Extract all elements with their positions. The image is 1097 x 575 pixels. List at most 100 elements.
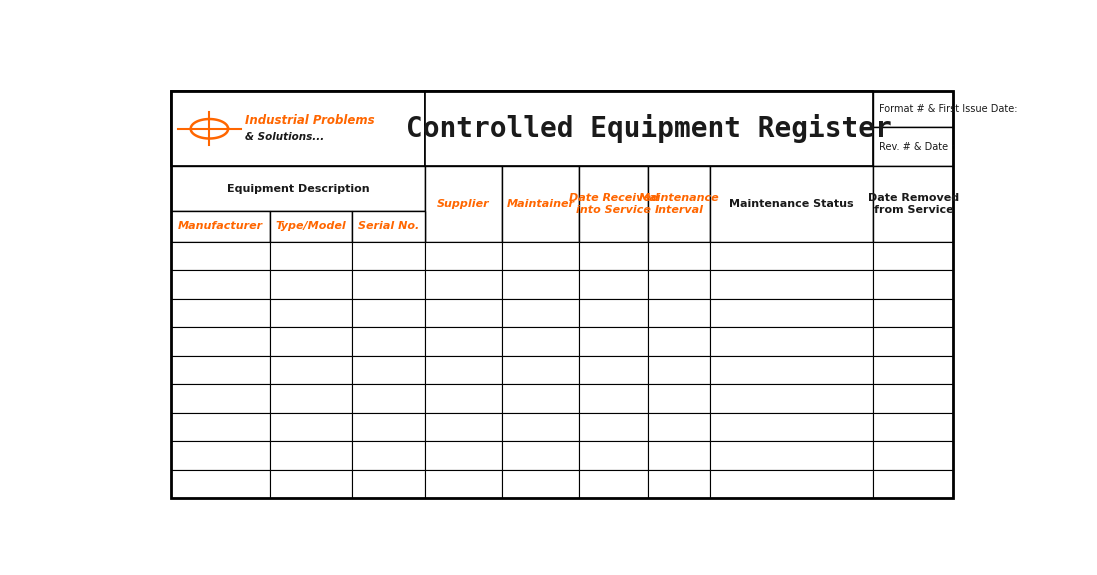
Bar — [425, 270, 502, 299]
Bar — [873, 299, 953, 327]
Bar — [171, 299, 270, 327]
Bar — [425, 470, 502, 499]
Bar — [710, 242, 873, 270]
Bar — [873, 242, 953, 270]
Bar — [710, 470, 873, 499]
Bar — [710, 299, 873, 327]
Text: Equipment Description: Equipment Description — [227, 183, 370, 194]
Bar — [171, 413, 270, 442]
Bar — [579, 470, 648, 499]
Bar — [502, 470, 579, 499]
Bar — [502, 413, 579, 442]
Bar — [648, 242, 710, 270]
Bar — [270, 242, 352, 270]
Bar — [648, 413, 710, 442]
Bar — [270, 470, 352, 499]
Text: Maintenance
Interval: Maintenance Interval — [638, 193, 720, 215]
Bar — [579, 299, 648, 327]
Bar — [579, 166, 648, 242]
Bar — [425, 327, 502, 356]
Text: & Solutions...: & Solutions... — [245, 132, 325, 142]
Bar — [648, 384, 710, 413]
Bar — [352, 242, 425, 270]
Bar — [710, 166, 873, 242]
Text: Format # & First Issue Date:: Format # & First Issue Date: — [880, 104, 1018, 114]
Bar — [270, 442, 352, 470]
Bar — [270, 299, 352, 327]
Bar — [648, 442, 710, 470]
Bar — [425, 91, 873, 166]
Bar — [171, 242, 270, 270]
Bar — [502, 384, 579, 413]
Text: Maintenance Status: Maintenance Status — [730, 199, 855, 209]
Bar — [171, 327, 270, 356]
Bar — [171, 384, 270, 413]
Bar — [502, 299, 579, 327]
Text: Maintainer: Maintainer — [507, 199, 575, 209]
Text: Manufacturer: Manufacturer — [178, 221, 263, 231]
Bar — [648, 470, 710, 499]
Bar — [171, 210, 270, 242]
Bar — [352, 299, 425, 327]
Bar — [579, 327, 648, 356]
Text: Type/Model: Type/Model — [275, 221, 347, 231]
Bar — [270, 384, 352, 413]
Bar — [873, 442, 953, 470]
Bar — [171, 356, 270, 384]
Bar — [270, 413, 352, 442]
Bar — [648, 166, 710, 242]
Bar — [579, 413, 648, 442]
Bar — [270, 356, 352, 384]
Text: Date Removed
from Service: Date Removed from Service — [868, 193, 959, 215]
Bar — [579, 356, 648, 384]
Bar — [425, 384, 502, 413]
Bar — [171, 270, 270, 299]
Bar — [502, 356, 579, 384]
Bar — [425, 413, 502, 442]
Bar — [648, 270, 710, 299]
Bar — [171, 470, 270, 499]
Bar — [352, 470, 425, 499]
Bar — [352, 327, 425, 356]
Bar — [710, 413, 873, 442]
Bar — [171, 166, 425, 210]
Bar — [502, 242, 579, 270]
Bar — [425, 356, 502, 384]
Bar — [502, 442, 579, 470]
Text: Controlled Equipment Register: Controlled Equipment Register — [406, 114, 892, 143]
Text: Serial No.: Serial No. — [358, 221, 419, 231]
Bar — [579, 384, 648, 413]
Bar — [648, 299, 710, 327]
Bar — [873, 127, 953, 166]
Text: Rev. # & Date :: Rev. # & Date : — [880, 142, 954, 152]
Bar — [710, 270, 873, 299]
Bar — [873, 166, 953, 242]
Bar — [710, 442, 873, 470]
Text: Industrial Problems: Industrial Problems — [245, 114, 374, 127]
Bar — [873, 327, 953, 356]
Bar — [873, 356, 953, 384]
Text: Date Received
into Service: Date Received into Service — [569, 193, 658, 215]
Bar — [502, 270, 579, 299]
Bar — [171, 442, 270, 470]
Bar — [710, 356, 873, 384]
Bar — [171, 91, 425, 166]
Bar — [270, 270, 352, 299]
Bar — [648, 327, 710, 356]
Bar — [873, 413, 953, 442]
Bar — [352, 442, 425, 470]
Bar — [425, 299, 502, 327]
Bar — [648, 356, 710, 384]
Bar — [579, 270, 648, 299]
Bar — [425, 442, 502, 470]
Bar — [352, 384, 425, 413]
Bar — [873, 270, 953, 299]
Bar — [873, 384, 953, 413]
Bar — [579, 442, 648, 470]
Text: Supplier: Supplier — [437, 199, 489, 209]
Bar — [502, 166, 579, 242]
Bar — [270, 327, 352, 356]
Bar — [579, 242, 648, 270]
Bar — [352, 210, 425, 242]
Bar — [710, 384, 873, 413]
